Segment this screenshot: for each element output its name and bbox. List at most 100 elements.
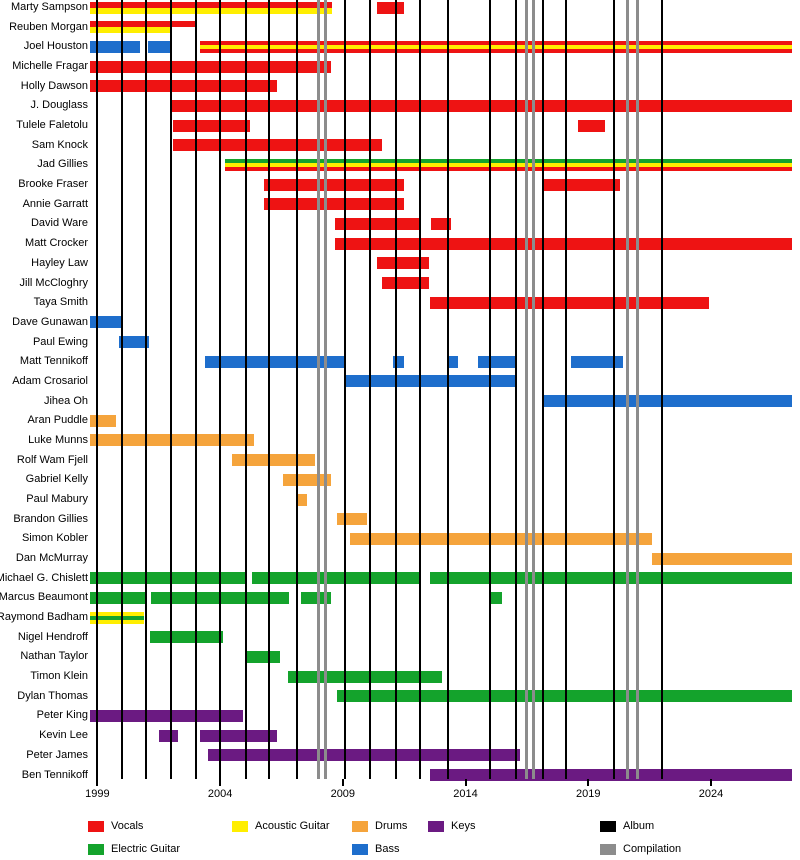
legend-item-electric: Electric Guitar xyxy=(88,843,180,855)
member-label: Matt Tennikoff xyxy=(19,355,88,368)
legend-item-album: Album xyxy=(600,820,654,832)
axis-tick-label: 2014 xyxy=(453,788,478,800)
member-label: Taya Smith xyxy=(33,296,88,309)
timeline-bar xyxy=(448,355,459,368)
member-label: Peter King xyxy=(36,709,88,722)
bar-stripe-electric xyxy=(245,650,281,663)
member-label: Brooke Fraser xyxy=(18,178,88,191)
member-label: Jad Gillies xyxy=(37,158,88,171)
album-line xyxy=(268,0,271,779)
member-label: Michael G. Chislett xyxy=(0,571,88,584)
member-label: Dylan Thomas xyxy=(17,689,88,702)
album-line xyxy=(394,0,397,779)
member-label: Holly Dawson xyxy=(20,79,88,92)
timeline-bar xyxy=(264,198,405,211)
bar-stripe-vocals xyxy=(264,178,405,191)
timeline-bar xyxy=(393,355,405,368)
legend-swatch-drums xyxy=(352,820,368,832)
bar-stripe-bass xyxy=(205,355,345,368)
timeline-bar xyxy=(301,591,331,604)
timeline-bar xyxy=(90,316,122,329)
timeline-bar xyxy=(429,296,709,309)
album-line xyxy=(194,0,197,779)
bar-stripe-vocals xyxy=(431,217,451,230)
bar-stripe-keys xyxy=(207,749,520,762)
member-label: Tulele Faletolu xyxy=(16,119,88,132)
axis-tick xyxy=(464,779,467,786)
timeline-bar xyxy=(477,355,516,368)
compilation-line xyxy=(635,0,639,779)
bar-stripe-vocals xyxy=(377,257,429,270)
timeline-bar xyxy=(90,1,332,14)
timeline-bar xyxy=(377,1,405,14)
compilation-line xyxy=(525,0,529,779)
bar-stripe-acoustic xyxy=(90,7,332,14)
legend-label: Drums xyxy=(375,820,408,832)
timeline-bar xyxy=(335,217,422,230)
timeline-bar xyxy=(578,119,606,132)
bar-stripe-drums xyxy=(90,414,116,427)
timeline-bar xyxy=(336,513,368,526)
timeline-bar xyxy=(350,532,653,545)
legend-label: Compilation xyxy=(623,843,682,855)
timeline-bar xyxy=(90,21,171,34)
legend-swatch-acoustic xyxy=(232,820,248,832)
bar-stripe-electric xyxy=(336,690,792,703)
bar-stripe-bass xyxy=(571,355,623,368)
bar-stripe-bass xyxy=(119,336,149,349)
bar-stripe-drums xyxy=(336,513,368,526)
timeline-bar xyxy=(541,395,792,408)
timeline-bar xyxy=(150,631,223,644)
bar-stripe-keys xyxy=(90,709,244,722)
bar-stripe-bass xyxy=(90,316,122,329)
legend-item-keys: Keys xyxy=(428,820,475,832)
album-line xyxy=(344,0,347,779)
member-label: Nathan Taylor xyxy=(20,650,88,663)
bar-stripe-acoustic xyxy=(90,619,144,624)
timeline-bar xyxy=(335,237,792,250)
axis-tick-label: 2009 xyxy=(330,788,356,800)
member-label: Paul Mabury xyxy=(26,493,88,505)
bar-stripe-vocals xyxy=(335,237,792,250)
bar-stripe-vocals xyxy=(173,139,383,152)
timeline-bar xyxy=(336,690,792,703)
member-label: Ben Tennikoff xyxy=(21,768,88,781)
axis-tick xyxy=(219,779,222,786)
timeline-bar xyxy=(119,336,149,349)
bar-stripe-drums xyxy=(652,552,792,565)
member-label: Reuben Morgan xyxy=(9,20,88,33)
bar-stripe-electric xyxy=(490,591,503,604)
album-line xyxy=(219,0,222,779)
member-label: Simon Kobler xyxy=(21,532,88,545)
album-line xyxy=(170,0,172,779)
timeline-bar xyxy=(429,769,792,782)
timeline-bar xyxy=(158,729,179,742)
member-label: Marcus Beaumont xyxy=(0,591,88,604)
bar-stripe-electric xyxy=(90,591,147,604)
bar-stripe-keys xyxy=(429,769,792,782)
bar-stripe-drums xyxy=(297,493,308,506)
bar-stripe-vocals xyxy=(90,80,277,93)
member-label: Peter James xyxy=(26,748,88,761)
timeline-bar xyxy=(232,454,315,467)
bar-stripe-keys xyxy=(200,729,277,742)
bar-stripe-vocals xyxy=(200,48,792,53)
compilation-line xyxy=(324,0,328,779)
legend-item-vocals: Vocals xyxy=(88,820,143,832)
album-line xyxy=(613,0,616,779)
axis-tick-label: 2019 xyxy=(576,788,601,800)
timeline-bar xyxy=(297,493,308,506)
axis-tick xyxy=(710,779,712,786)
timeline-bar xyxy=(652,552,792,565)
compilation-line xyxy=(316,0,320,779)
bar-stripe-electric xyxy=(301,591,331,604)
bar-stripe-bass xyxy=(448,355,459,368)
bar-stripe-spacer xyxy=(171,27,197,33)
bar-stripe-vocals xyxy=(429,296,709,309)
bar-stripe-bass xyxy=(90,40,141,53)
bar-stripe-vocals xyxy=(264,198,405,211)
bar-stripe-vocals xyxy=(541,178,621,191)
album-line xyxy=(489,0,492,779)
bar-stripe-acoustic xyxy=(90,27,171,34)
